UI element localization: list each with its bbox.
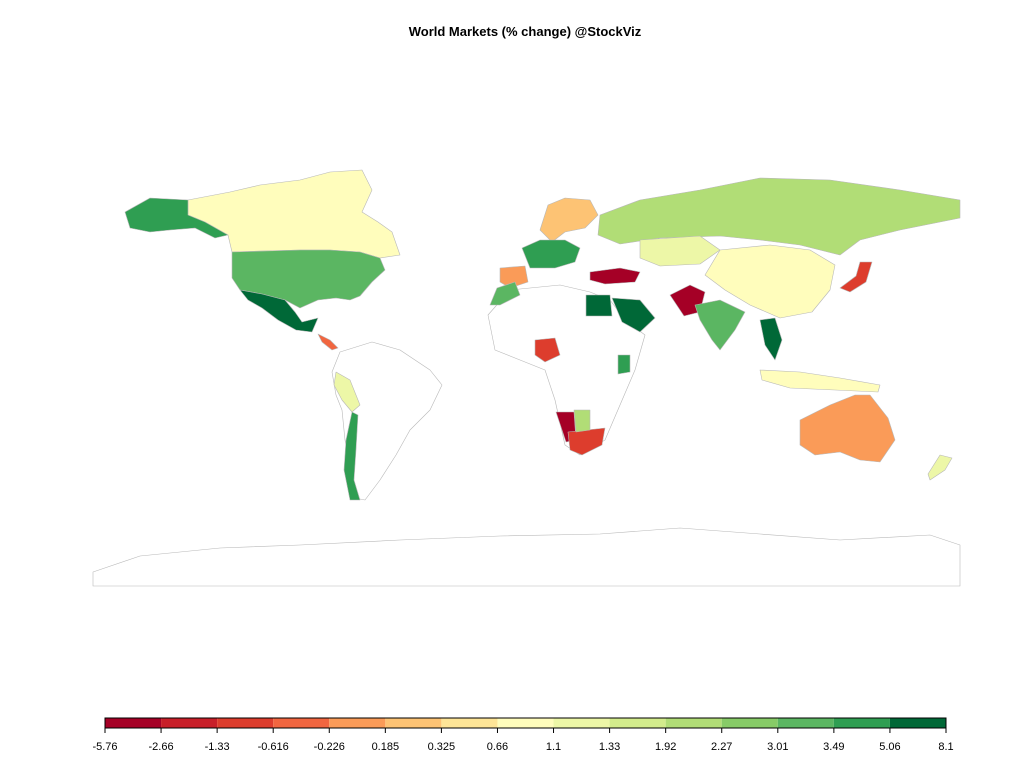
country: [704, 244, 836, 319]
country: [489, 281, 521, 306]
legend-bin: [665, 718, 722, 728]
legend-bin: [553, 718, 610, 728]
country: [124, 197, 229, 239]
legend-bin: [385, 718, 442, 728]
map: [92, 169, 961, 587]
country: [567, 427, 606, 456]
country: [343, 411, 361, 501]
country: [639, 235, 721, 267]
legend-tick-label: 0.325: [428, 741, 456, 753]
legend-tick-label: 0.185: [372, 741, 400, 753]
legend-bin: [273, 718, 330, 728]
legend: -5.76 -2.66 -1.33 -0.616 -0.226 0.185 0.325 0.6…: [92, 717, 954, 753]
country: [799, 394, 896, 463]
country: [759, 317, 783, 361]
legend-bin: [161, 718, 218, 728]
country: [487, 284, 646, 456]
country: [92, 527, 961, 587]
country: [317, 333, 339, 351]
legend-tick-label: 5.06: [879, 741, 900, 753]
legend-frame: [104, 717, 947, 729]
country: [331, 341, 443, 501]
legend-tick-label: -2.66: [149, 741, 174, 753]
legend-tick-label: 1.1: [546, 741, 561, 753]
legend-tick-label: 1.92: [655, 741, 676, 753]
legend-bin: [329, 718, 386, 728]
legend-bin: [833, 718, 890, 728]
country: [839, 261, 873, 293]
legend-bin: [441, 718, 498, 728]
chart-title: World Markets (% change) @StockViz: [409, 24, 642, 39]
legend-tick-label: -5.76: [92, 741, 117, 753]
legend-tick-label: -0.226: [314, 741, 345, 753]
legend-bin: [609, 718, 666, 728]
country: [611, 297, 656, 333]
legend-tick-label: 3.01: [767, 741, 788, 753]
legend-bin: [721, 718, 778, 728]
legend-bin: [777, 718, 834, 728]
legend-tick-label: 8.1: [938, 741, 953, 753]
country: [534, 337, 561, 363]
country: [239, 289, 319, 333]
legend-bin: [105, 718, 162, 728]
country: [585, 294, 613, 317]
legend-bin: [889, 718, 946, 728]
country: [617, 354, 631, 375]
country: [927, 454, 953, 481]
country: [759, 369, 881, 393]
legend-tick-label: 0.66: [487, 741, 508, 753]
legend-tick-label: 1.33: [599, 741, 620, 753]
country: [539, 197, 599, 243]
country: [573, 409, 591, 433]
legend-tick-label: -1.33: [205, 741, 230, 753]
country: [499, 265, 529, 289]
country: [187, 169, 401, 259]
legend-tick-label: 3.49: [823, 741, 844, 753]
legend-tick-label: -0.616: [258, 741, 289, 753]
legend-tick-label: 2.27: [711, 741, 732, 753]
legend-bin: [217, 718, 274, 728]
legend-bin: [497, 718, 554, 728]
country: [589, 267, 641, 285]
country: [694, 299, 746, 351]
country: [521, 239, 581, 269]
